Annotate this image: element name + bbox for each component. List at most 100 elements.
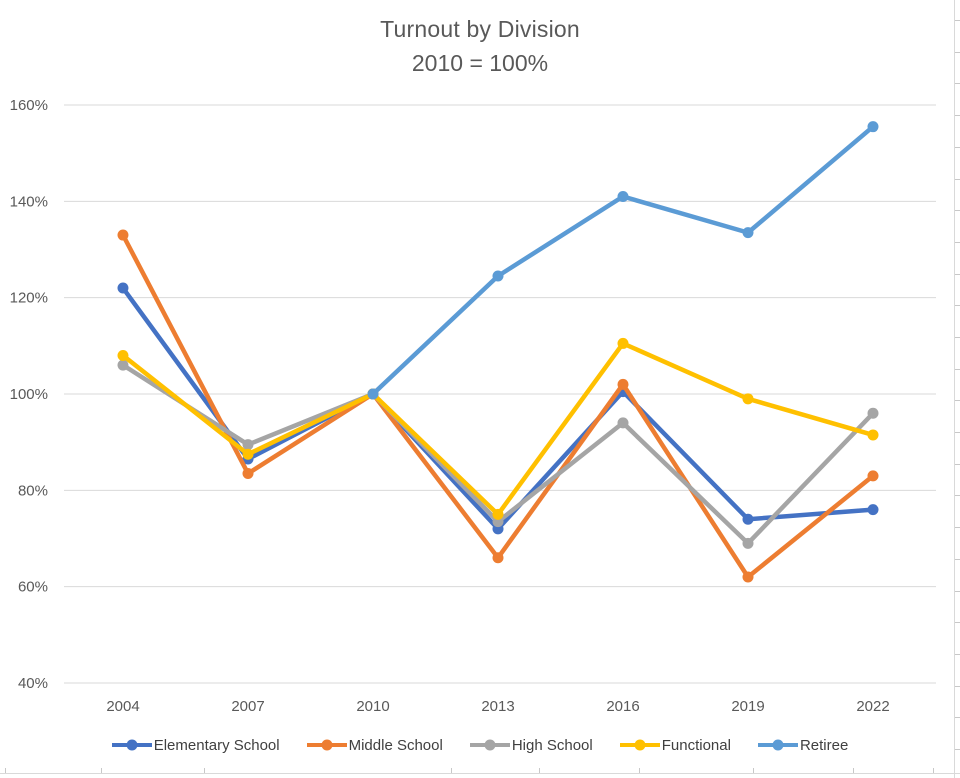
worksheet-row-tick (955, 274, 960, 275)
worksheet-row-tick (955, 52, 960, 53)
x-axis-tick-label: 2016 (606, 698, 639, 715)
legend-label: Retiree (799, 736, 849, 754)
series-point-middle-school[interactable] (867, 470, 879, 482)
series-point-elementary-school[interactable] (742, 513, 754, 525)
y-axis-tick-label: 140% (10, 193, 48, 210)
legend-item-functional[interactable]: Functional (619, 736, 731, 754)
worksheet-row-tick (955, 591, 960, 592)
legend-marker-functional (619, 739, 660, 751)
worksheet-row-tick (955, 527, 960, 528)
x-axis-tick-label: 2007 (231, 698, 264, 715)
chart-title: Turnout by Division (380, 16, 580, 42)
worksheet-row-tick (955, 210, 960, 211)
worksheet-row-tick (955, 432, 960, 433)
series-point-functional[interactable] (242, 448, 254, 460)
worksheet-column-tick (5, 768, 6, 773)
x-axis-tick-label: 2013 (481, 698, 514, 715)
legend-marker-dot (126, 739, 138, 751)
series-point-functional[interactable] (117, 349, 129, 361)
series-line-elementary-school[interactable] (120, 285, 876, 532)
worksheet-row-tick (955, 654, 960, 655)
legend-marker-elementary-school (111, 739, 152, 751)
worksheet-row-tick (955, 495, 960, 496)
legend-marker-middle-school (306, 739, 347, 751)
worksheet-row-tick (955, 115, 960, 116)
legend-marker-retiree (757, 739, 798, 751)
worksheet-column-tick (204, 768, 205, 773)
worksheet-row-tick (955, 686, 960, 687)
legend-item-elementary-school[interactable]: Elementary School (111, 737, 280, 754)
worksheet-column-tick (539, 768, 540, 773)
series-point-high-school[interactable] (742, 537, 754, 549)
legend-marker-dot (321, 739, 333, 751)
worksheet-row-tick (955, 400, 960, 401)
worksheet-column-tick (753, 768, 754, 773)
series-point-high-school[interactable] (617, 417, 629, 429)
series-point-retiree[interactable] (367, 388, 379, 400)
series-point-middle-school[interactable] (617, 378, 629, 390)
worksheet-bottom-gridline (0, 773, 960, 774)
worksheet-row-tick (955, 749, 960, 750)
worksheet-row-tick (955, 369, 960, 370)
series-point-middle-school[interactable] (242, 467, 254, 479)
legend-label: Functional (661, 736, 731, 754)
legend-marker-dot (484, 739, 496, 751)
x-axis-tick-label: 2010 (356, 698, 389, 715)
worksheet-row-tick (955, 242, 960, 243)
chart-subtitle: 2010 = 100% (411, 50, 549, 76)
series-point-retiree[interactable] (492, 270, 504, 282)
series-point-elementary-school[interactable] (117, 282, 129, 294)
worksheet-right-gridline (954, 0, 955, 778)
series-line-retiree[interactable] (370, 124, 876, 397)
series-line-functional[interactable] (120, 341, 876, 517)
y-axis-tick-label: 40% (18, 675, 48, 692)
series-point-functional[interactable] (742, 393, 754, 405)
worksheet-row-tick (955, 337, 960, 338)
worksheet-column-tick (101, 768, 102, 773)
worksheet-row-tick (955, 20, 960, 21)
legend-item-high-school[interactable]: High School (469, 736, 593, 754)
series-point-retiree[interactable] (867, 121, 879, 133)
chart-legend: Elementary School Middle School High Schoo… (0, 732, 960, 758)
series-point-functional[interactable] (617, 337, 629, 349)
x-axis-tick-label: 2022 (856, 698, 889, 715)
x-axis-tick-label: 2019 (731, 698, 764, 715)
y-axis-tick-label: 60% (18, 579, 48, 596)
series-point-elementary-school[interactable] (867, 504, 879, 516)
worksheet-column-tick (451, 768, 452, 773)
series-point-functional[interactable] (867, 429, 879, 441)
worksheet-row-tick (955, 179, 960, 180)
series-point-retiree[interactable] (742, 227, 754, 239)
y-axis-tick-label: 120% (10, 290, 48, 307)
legend-marker-high-school (469, 739, 510, 751)
worksheet-row-tick (955, 559, 960, 560)
series-point-retiree[interactable] (617, 191, 629, 203)
worksheet-row-tick (955, 464, 960, 465)
legend-label: Middle School (348, 736, 443, 754)
x-axis-tick-label: 2004 (106, 698, 139, 715)
worksheet-row-tick (955, 305, 960, 306)
series-point-high-school[interactable] (867, 407, 879, 419)
legend-marker-dot (634, 739, 646, 751)
legend-marker-dot (772, 739, 784, 751)
legend-label: High School (511, 736, 593, 754)
y-axis-tick-label: 160% (10, 97, 48, 114)
series-point-middle-school[interactable] (117, 229, 129, 241)
legend-item-middle-school[interactable]: Middle School (306, 736, 443, 754)
series-point-high-school[interactable] (242, 439, 254, 451)
worksheet-row-tick (955, 147, 960, 148)
worksheet-row-tick (955, 622, 960, 623)
y-axis-tick-label: 80% (18, 482, 48, 499)
series-point-functional[interactable] (492, 508, 504, 520)
worksheet-column-tick (933, 768, 934, 773)
series-point-middle-school[interactable] (742, 571, 754, 583)
series-point-high-school[interactable] (117, 359, 129, 371)
worksheet-row-tick (955, 83, 960, 84)
legend-item-retiree[interactable]: Retiree (757, 736, 849, 754)
series-point-middle-school[interactable] (492, 552, 504, 564)
worksheet-row-tick (955, 717, 960, 718)
worksheet-column-tick (639, 768, 640, 773)
y-axis-tick-label: 100% (10, 386, 48, 403)
